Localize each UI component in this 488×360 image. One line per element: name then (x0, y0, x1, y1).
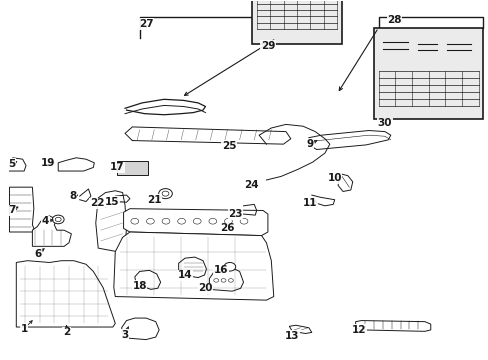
Polygon shape (178, 257, 206, 278)
Text: 24: 24 (244, 180, 259, 190)
Polygon shape (114, 232, 273, 300)
Text: 13: 13 (285, 331, 299, 341)
Text: 9: 9 (306, 139, 313, 149)
Text: 15: 15 (104, 197, 119, 207)
Text: 30: 30 (377, 118, 391, 128)
Bar (251, 0, 341, 44)
Polygon shape (16, 261, 115, 327)
Text: 14: 14 (177, 270, 192, 280)
Text: 10: 10 (327, 173, 341, 183)
Text: 21: 21 (147, 195, 161, 205)
Text: 25: 25 (221, 141, 236, 151)
Circle shape (55, 217, 61, 222)
Polygon shape (123, 209, 267, 235)
Text: 19: 19 (41, 158, 56, 168)
Circle shape (240, 219, 247, 224)
Text: 7: 7 (8, 206, 16, 216)
Text: 28: 28 (386, 15, 401, 26)
Polygon shape (209, 268, 243, 291)
Text: 17: 17 (109, 162, 124, 172)
Text: 8: 8 (69, 191, 76, 201)
Polygon shape (122, 318, 159, 339)
Text: 11: 11 (303, 198, 317, 208)
Circle shape (228, 279, 233, 282)
Polygon shape (96, 191, 126, 252)
Circle shape (162, 191, 168, 196)
Text: 20: 20 (198, 283, 212, 293)
Polygon shape (32, 216, 71, 246)
Text: 29: 29 (260, 41, 275, 50)
Text: 27: 27 (139, 19, 153, 29)
Circle shape (208, 219, 216, 224)
Text: 12: 12 (351, 325, 366, 335)
Text: 2: 2 (63, 327, 70, 337)
Text: 22: 22 (90, 198, 104, 208)
Circle shape (224, 219, 232, 224)
Polygon shape (125, 127, 290, 144)
Circle shape (193, 219, 201, 224)
Text: 3: 3 (121, 330, 128, 340)
Text: 26: 26 (220, 224, 234, 233)
Circle shape (158, 189, 172, 199)
Text: 23: 23 (228, 209, 243, 219)
Circle shape (221, 279, 225, 282)
Text: 18: 18 (132, 281, 146, 291)
Polygon shape (9, 187, 34, 232)
Text: 16: 16 (213, 265, 228, 275)
Text: 1: 1 (20, 324, 28, 334)
Circle shape (146, 219, 154, 224)
Polygon shape (355, 320, 430, 331)
Circle shape (52, 215, 64, 224)
Circle shape (177, 219, 185, 224)
Text: 4: 4 (42, 216, 49, 226)
Polygon shape (58, 158, 94, 171)
Circle shape (213, 279, 218, 282)
Bar (117, 161, 148, 175)
Polygon shape (135, 270, 160, 289)
Text: 5: 5 (8, 159, 15, 169)
Circle shape (162, 219, 169, 224)
Text: 6: 6 (35, 248, 42, 258)
Circle shape (131, 219, 139, 224)
Bar (373, 28, 483, 119)
Circle shape (224, 262, 235, 271)
